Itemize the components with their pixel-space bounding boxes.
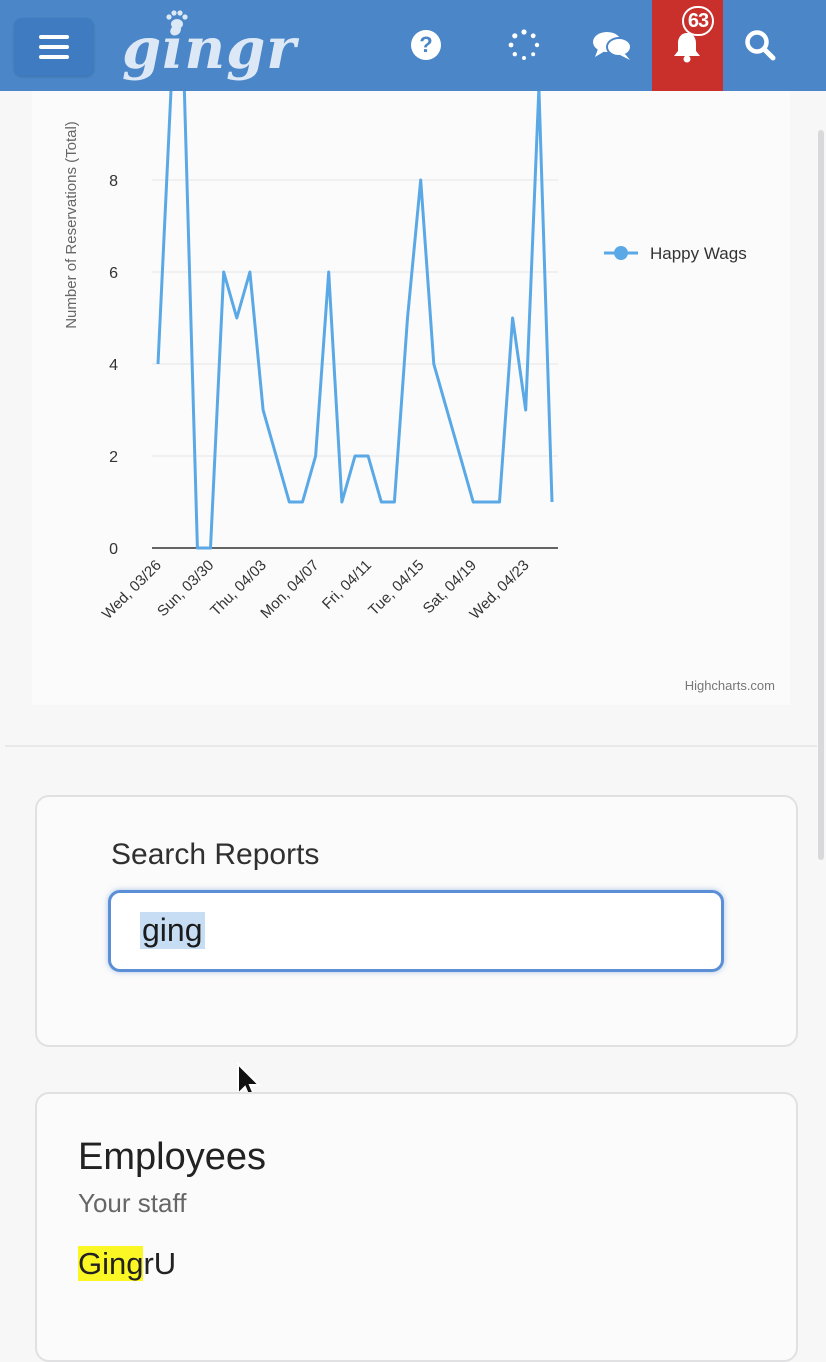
highcharts-credit[interactable]: Highcharts.com — [685, 678, 775, 693]
search-reports-input[interactable]: ging — [108, 890, 724, 972]
match-highlight: Ging — [78, 1246, 144, 1281]
search-icon — [745, 30, 776, 61]
help-button[interactable]: ? — [403, 22, 449, 68]
legend-symbol-marker — [614, 246, 628, 260]
result-item-rest: rU — [143, 1246, 177, 1281]
y-tick-label: 6 — [109, 265, 118, 282]
y-axis-label: Number of Reservations (Total) — [63, 121, 80, 329]
y-tick-label: 4 — [109, 357, 118, 374]
paw-icon — [166, 10, 188, 29]
bell-icon — [674, 33, 700, 63]
legend-item-label: Happy Wags — [650, 244, 747, 263]
gingr-logo[interactable]: gingr — [122, 8, 296, 84]
result-category-subtitle: Your staff — [78, 1188, 187, 1218]
menu-button[interactable] — [14, 18, 94, 76]
help-icon: ? — [411, 30, 441, 60]
x-tick-label: Tue, 04/15 — [365, 557, 427, 619]
reservations-chart-panel — [32, 91, 790, 705]
scrollbar[interactable] — [818, 130, 824, 860]
loading-indicator — [501, 22, 547, 68]
chat-icon — [593, 32, 632, 60]
section-divider — [5, 745, 817, 747]
search-button[interactable] — [737, 22, 783, 68]
notification-count-badge: 63 — [682, 6, 714, 36]
search-input-value: ging — [140, 912, 205, 949]
y-tick-label: 2 — [109, 449, 118, 466]
y-tick-label: 8 — [109, 173, 118, 190]
loading-spinner-icon — [508, 29, 540, 60]
x-tick-label: Sun, 03/30 — [154, 557, 217, 620]
result-category-title: Employees — [78, 1136, 266, 1178]
employees-result-card — [35, 1092, 798, 1362]
series-line-happy-wags — [156, 86, 554, 550]
legend[interactable]: Happy Wags — [604, 244, 747, 263]
svg-text:?: ? — [419, 32, 432, 57]
messages-button[interactable] — [589, 22, 635, 68]
x-tick-label: Wed, 03/26 — [99, 557, 165, 623]
menu-icon — [39, 35, 69, 59]
search-reports-label: Search Reports — [111, 838, 320, 871]
y-tick-label: 0 — [109, 541, 118, 558]
result-item-gingru[interactable]: GingrU — [78, 1246, 176, 1282]
logo-text: gingr — [122, 16, 297, 82]
top-navbar: gingr ? — [0, 0, 826, 91]
